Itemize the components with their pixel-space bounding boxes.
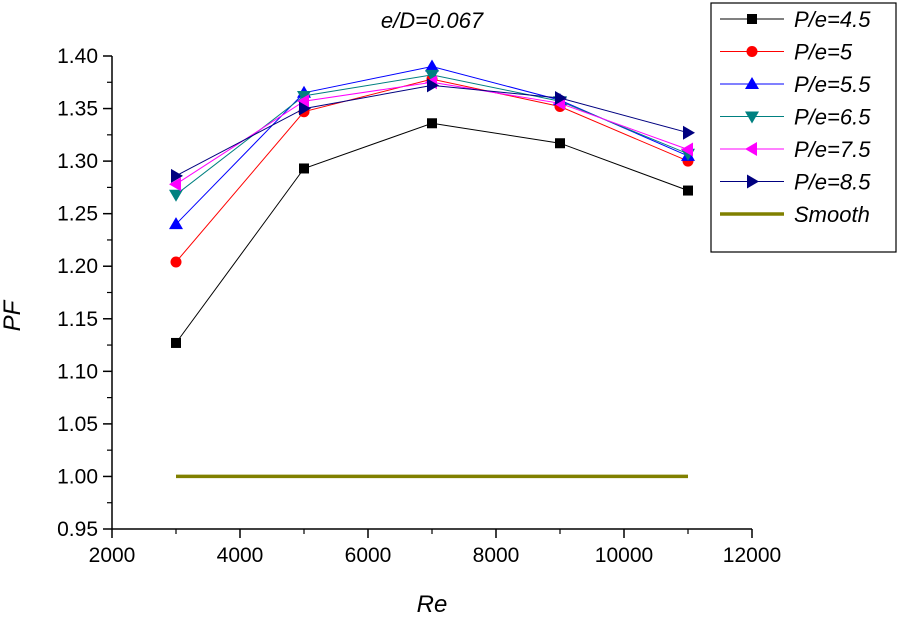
- legend-marker-p-e-5: [746, 46, 758, 57]
- x-axis-title: Re: [417, 591, 448, 617]
- y-tick-label: 1.15: [57, 308, 98, 331]
- axes: 0.95 1.00 1.05 1.10 1.15 1.20 1.25 1.30 1.35 1.40…: [57, 45, 781, 567]
- data-point-p-e-8-5: [555, 91, 567, 106]
- legend-marker-p-e-5-5: [745, 77, 759, 89]
- data-point-p-e-4-5: [683, 185, 693, 196]
- legend-label-p-e-5: P/e=5: [794, 40, 853, 65]
- y-tick-label: 1.20: [57, 255, 98, 278]
- x-tick-label: 12000: [723, 544, 781, 567]
- data-point-p-e-5-5: [169, 217, 183, 230]
- series-line-p-e-5-5: [175, 65, 689, 225]
- x-tick-label: 8000: [473, 544, 520, 567]
- series-line-p-e-4-5: [175, 122, 689, 344]
- data-point-p-e-7-5: [169, 177, 181, 192]
- data-point-p-e-7-5: [297, 94, 309, 109]
- data-point-p-e-8-5: [683, 125, 695, 140]
- data-point-p-e-4-5: [427, 118, 437, 129]
- series-p-e-8-5: [171, 78, 695, 183]
- y-tick-label: 1.30: [57, 150, 98, 173]
- series-line-p-e-7-5: [175, 81, 689, 185]
- legend-label-p-e-8-5: P/e=8.5: [794, 170, 871, 195]
- y-tick-label: 1.10: [57, 360, 98, 383]
- data-point-p-e-8-5: [427, 78, 439, 93]
- x-tick-label: 4000: [217, 544, 264, 567]
- y-tick-label: 1.25: [57, 203, 98, 226]
- series-p-e-4-5: [171, 118, 693, 348]
- y-tick-label: 1.05: [57, 413, 98, 436]
- legend-box: [710, 2, 897, 253]
- data-point-p-e-5-5: [425, 59, 439, 72]
- legend-label-p-e-7-5: P/e=7.5: [794, 137, 871, 162]
- chart-title: e/D=0.067: [381, 8, 484, 33]
- y-tick-label: 1.35: [57, 98, 98, 121]
- x-tick-label: 6000: [345, 544, 392, 567]
- data-point-p-e-4-5: [171, 337, 181, 348]
- series-p-e-6-5: [169, 69, 695, 202]
- legend-label-p-e-6-5: P/e=6.5: [794, 105, 871, 130]
- data-point-p-e-8-5: [299, 101, 311, 116]
- legend-marker-p-e-6-5: [745, 111, 759, 124]
- legend-label-p-e-5-5: P/e=5.5: [794, 72, 871, 97]
- series-p-e-7-5: [169, 75, 693, 192]
- data-point-p-e-6-5: [425, 69, 439, 82]
- y-axis-title: PF: [0, 299, 26, 331]
- legend: P/e=4.5 P/e=5 P/e=5.5 P/e=6.5 P/e=7.5 P/e=8.5…: [710, 2, 897, 253]
- y-tick-label: 1.00: [57, 465, 98, 488]
- series-layer: [169, 59, 695, 479]
- series-p-e-5: [170, 73, 694, 268]
- data-point-p-e-6-5: [297, 90, 311, 103]
- y-tick-label: 0.95: [57, 518, 98, 541]
- x-tick-label: 10000: [595, 544, 653, 567]
- series-line-p-e-5: [175, 78, 689, 263]
- data-point-p-e-7-5: [681, 142, 693, 157]
- data-point-p-e-4-5: [555, 138, 565, 149]
- x-tick-label: 2000: [89, 544, 136, 567]
- data-point-p-e-5: [170, 256, 182, 268]
- data-point-p-e-6-5: [169, 189, 183, 202]
- legend-marker-p-e-4-5: [747, 14, 757, 24]
- legend-marker-p-e-7-5: [745, 142, 757, 156]
- legend-label-p-e-4-5: P/e=4.5: [794, 7, 871, 32]
- y-tick-label: 1.40: [57, 45, 98, 68]
- data-point-p-e-4-5: [299, 163, 309, 174]
- legend-label-smooth: Smooth: [794, 202, 870, 227]
- data-point-p-e-8-5: [171, 168, 183, 183]
- legend-marker-p-e-8-5: [747, 174, 759, 189]
